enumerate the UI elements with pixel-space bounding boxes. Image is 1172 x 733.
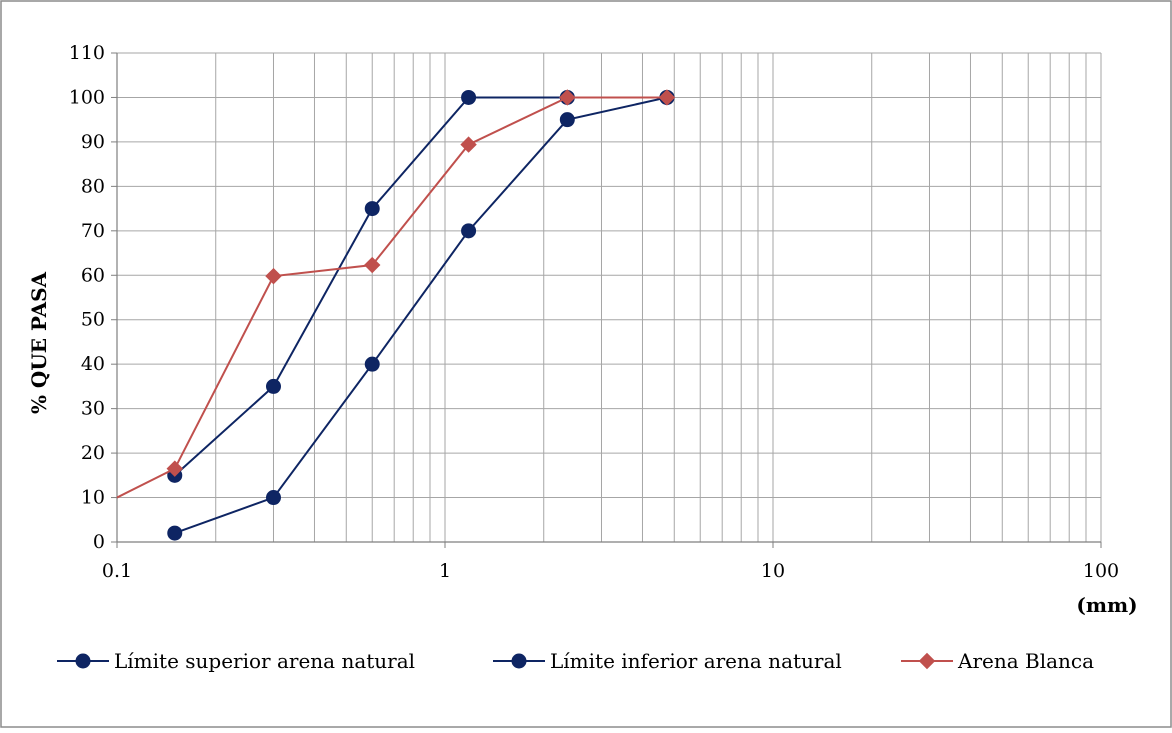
data-point: [461, 223, 477, 239]
data-point: [559, 112, 575, 128]
y-tick-label: 110: [69, 42, 105, 64]
series-line: [174, 96, 668, 535]
data-point: [265, 267, 282, 285]
data-point: [265, 490, 281, 506]
data-point: [166, 460, 183, 477]
y-tick-label: 80: [81, 175, 105, 197]
y-tick-label: 90: [81, 131, 105, 153]
y-tick-label: 10: [81, 487, 105, 509]
legend: Límite superior arena natural Límite infe…: [57, 649, 1094, 673]
data-point: [364, 256, 381, 274]
y-tick-label: 50: [81, 309, 105, 331]
legend-marker: [75, 653, 91, 669]
data-point: [460, 136, 477, 153]
y-tick-label: 30: [81, 398, 105, 420]
legend-marker: [918, 652, 936, 670]
y-tick-label: 20: [81, 442, 105, 464]
data-point: [265, 378, 281, 394]
x-tick-label: 0.1: [102, 560, 132, 582]
data-point: [364, 356, 380, 372]
x-tick-label: 10: [761, 560, 785, 582]
legend-label: Límite superior arena natural: [114, 649, 415, 673]
data-series: [116, 89, 676, 541]
series-2: [116, 89, 676, 499]
y-tick-label: 100: [69, 86, 105, 108]
x-tick-label: 100: [1083, 560, 1119, 582]
data-point: [559, 89, 576, 106]
y-tick-label: 40: [81, 353, 105, 375]
y-axis-title: % QUE PASA: [27, 271, 51, 414]
legend-item-0: Límite superior arena natural: [57, 649, 415, 673]
data-point: [167, 525, 183, 541]
legend-marker: [511, 653, 527, 669]
y-tick-label: 60: [81, 264, 105, 286]
data-point: [364, 201, 380, 217]
y-tick-label: 70: [81, 220, 105, 242]
axes: [111, 52, 1102, 548]
x-axis-title: (mm): [1076, 593, 1137, 617]
legend-label: Límite inferior arena natural: [550, 649, 842, 673]
y-tick-label: 0: [93, 531, 105, 553]
data-point: [461, 89, 477, 105]
data-point: [658, 89, 676, 106]
x-tick-label: 1: [439, 560, 451, 582]
legend-label: Arena Blanca: [957, 649, 1094, 673]
legend-item-2: Arena Blanca: [901, 649, 1094, 673]
legend-item-1: Límite inferior arena natural: [493, 649, 842, 673]
